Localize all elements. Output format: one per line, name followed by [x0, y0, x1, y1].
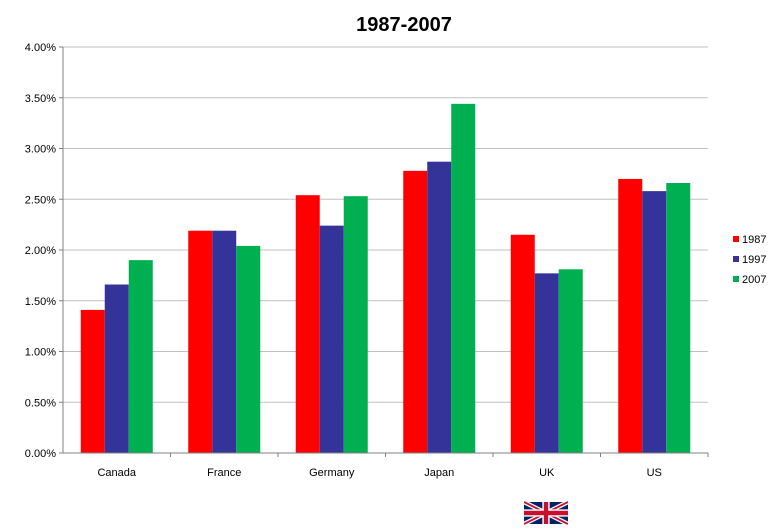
legend-label-1987: 1987: [742, 234, 766, 246]
uk-flag-icon: [524, 500, 568, 526]
bar-uk-2007: [558, 269, 583, 453]
bar-canada-1997: [104, 284, 129, 453]
bar-germany-2007: [343, 196, 368, 453]
bar-us-1987: [618, 178, 643, 453]
y-tick-label: 0.50%: [25, 397, 56, 409]
bar-france-2007: [236, 245, 261, 453]
x-tick-label: US: [647, 467, 662, 479]
bars: [80, 103, 691, 453]
x-tick-label: Canada: [97, 467, 136, 479]
x-tick-label: Japan: [424, 467, 454, 479]
bar-japan-2007: [451, 103, 476, 453]
y-tick-label: 1.50%: [25, 296, 56, 308]
x-tick-label: UK: [539, 467, 555, 479]
bar-japan-1987: [403, 170, 428, 453]
y-tick-label: 2.00%: [25, 245, 56, 257]
bar-france-1997: [212, 230, 237, 453]
y-tick-label: 3.00%: [25, 144, 56, 156]
bar-germany-1997: [319, 225, 344, 453]
y-tick-label: 0.00%: [25, 448, 56, 460]
bar-uk-1987: [510, 234, 535, 453]
chart-title: 1987-2007: [356, 14, 452, 36]
legend-swatch-1997: [733, 256, 739, 262]
x-tick-label: Germany: [309, 467, 355, 479]
y-tick-label: 3.50%: [25, 93, 56, 105]
bar-canada-2007: [128, 260, 153, 453]
bar-canada-1987: [80, 309, 105, 453]
y-tick-label: 1.00%: [25, 347, 56, 359]
y-tick-label: 2.50%: [25, 194, 56, 206]
legend-label-2007: 2007: [742, 274, 766, 286]
bar-uk-1997: [534, 273, 559, 453]
bar-france-1987: [188, 230, 213, 453]
x-axis: Canada France Germany Japan UK US: [63, 452, 709, 479]
x-tick-label: France: [207, 467, 241, 479]
gridlines: [63, 46, 708, 454]
y-axis: 0.00% 0.50% 1.00% 1.50% 2.00% 2.50% 3.00% 3.50%…: [25, 42, 64, 460]
legend-swatch-2007: [733, 276, 739, 282]
legend: 1987 1997 2007: [733, 234, 766, 286]
y-tick-label: 4.00%: [25, 42, 56, 54]
bar-japan-1997: [427, 161, 452, 453]
bar-germany-1987: [295, 195, 320, 453]
bar-us-2007: [666, 183, 691, 453]
legend-label-1997: 1997: [742, 254, 766, 266]
legend-swatch-1987: [733, 236, 739, 242]
bar-us-1997: [642, 191, 667, 453]
